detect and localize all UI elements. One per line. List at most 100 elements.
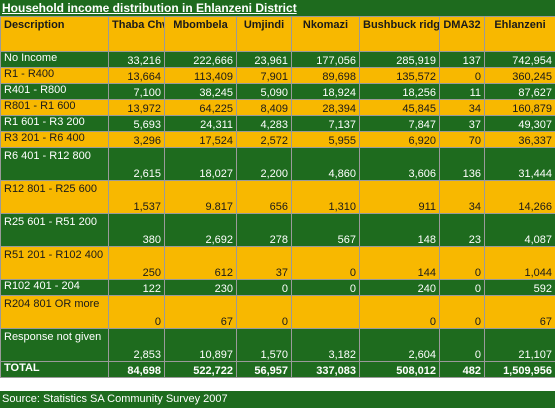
total-value: 1,509,956 (484, 361, 555, 378)
cell-value: 2,692 (164, 213, 237, 247)
cell-value: 4,087 (484, 213, 555, 247)
cell-value: 18,027 (164, 147, 237, 181)
cell-value: 4,860 (291, 147, 360, 181)
cell-value: 7,901 (236, 67, 292, 84)
cell-value: 34 (439, 99, 485, 116)
cell-value: 0 (359, 295, 440, 329)
total-row: TOTAL 84,698 522,722 56,957 337,083 508,012 48… (0, 361, 555, 378)
cell-value: 38,245 (164, 83, 237, 100)
cell-value: 160,879 (484, 99, 555, 116)
cell-value: 1,044 (484, 246, 555, 280)
header-description: Description (0, 16, 109, 52)
table-row: R12 801 - R25 600 1,537 9.817 656 1,310 911 34… (0, 180, 555, 214)
cell-value: 122 (108, 279, 165, 296)
cell-value: 285,919 (359, 51, 440, 68)
cell-value: 0 (439, 67, 485, 84)
total-value: 337,083 (291, 361, 360, 378)
header-bushbuck-ridge: Bushbuck ridge (359, 16, 440, 52)
cell-value: 70 (439, 131, 485, 148)
cell-value: 64,225 (164, 99, 237, 116)
cell-value: 13,664 (108, 67, 165, 84)
table-row: R25 601 - R51 200 380 2,692 278 567 148 23 4,08… (0, 213, 555, 247)
cell-value: 1,310 (291, 180, 360, 214)
table-row: R401 - R800 7,100 38,245 5,090 18,924 18,256 1… (0, 83, 555, 100)
row-label: R801 - R1 600 (0, 99, 109, 116)
cell-value: 24,311 (164, 115, 237, 132)
cell-value: 36,337 (484, 131, 555, 148)
cell-value: 3,182 (291, 328, 360, 362)
table-row: R51 201 - R102 400 250 612 37 0 144 0 1,044 (0, 246, 555, 280)
cell-value: 1,537 (108, 180, 165, 214)
total-label: TOTAL (0, 361, 109, 378)
header-ehlanzeni: Ehlanzeni (484, 16, 555, 52)
cell-value: 911 (359, 180, 440, 214)
cell-value: 3,296 (108, 131, 165, 148)
cell-value: 612 (164, 246, 237, 280)
cell-value (291, 295, 360, 329)
cell-value: 240 (359, 279, 440, 296)
cell-value: 230 (164, 279, 237, 296)
total-value: 56,957 (236, 361, 292, 378)
cell-value: 360,245 (484, 67, 555, 84)
cell-value: 7,847 (359, 115, 440, 132)
income-table: Description Thaba Chweu Mbombela Umjindi… (0, 16, 555, 378)
cell-value: 0 (439, 295, 485, 329)
header-row: Description Thaba Chweu Mbombela Umjindi… (0, 16, 555, 52)
cell-value: 34 (439, 180, 485, 214)
cell-value: 2,572 (236, 131, 292, 148)
table-row: R6 401 - R12 800 2,615 18,027 2,200 4,860 3,6… (0, 147, 555, 181)
table-title: Household income distribution in Ehlanze… (0, 0, 555, 16)
cell-value: 6,920 (359, 131, 440, 148)
cell-value: 33,216 (108, 51, 165, 68)
total-value: 482 (439, 361, 485, 378)
cell-value: 37 (236, 246, 292, 280)
cell-value: 0 (439, 328, 485, 362)
cell-value: 742,954 (484, 51, 555, 68)
cell-value: 0 (439, 279, 485, 296)
cell-value: 1,570 (236, 328, 292, 362)
cell-value: 250 (108, 246, 165, 280)
row-label: R102 401 - 204 (0, 279, 109, 296)
cell-value: 9.817 (164, 180, 237, 214)
cell-value: 10,897 (164, 328, 237, 362)
cell-value: 2,604 (359, 328, 440, 362)
cell-value: 567 (291, 213, 360, 247)
row-label: R1 - R400 (0, 67, 109, 84)
cell-value: 45,845 (359, 99, 440, 116)
cell-value: 37 (439, 115, 485, 132)
cell-value: 0 (291, 246, 360, 280)
cell-value: 8,409 (236, 99, 292, 116)
header-mbombela: Mbombela (164, 16, 237, 52)
cell-value: 5,955 (291, 131, 360, 148)
source-note: Source: Statistics SA Community Survey 2… (0, 391, 555, 408)
total-value: 522,722 (164, 361, 237, 378)
table-row: R204 801 OR more 0 67 0 0 0 67 (0, 295, 555, 329)
cell-value: 148 (359, 213, 440, 247)
row-label: R1 601 - R3 200 (0, 115, 109, 132)
cell-value: 592 (484, 279, 555, 296)
cell-value: 2,615 (108, 147, 165, 181)
cell-value: 380 (108, 213, 165, 247)
cell-value: 0 (108, 295, 165, 329)
cell-value: 11 (439, 83, 485, 100)
header-dma32: DMA32 (439, 16, 485, 52)
cell-value: 4,283 (236, 115, 292, 132)
table-row: No Income 33,216 222,666 23,961 177,056 285,9… (0, 51, 555, 68)
cell-value: 177,056 (291, 51, 360, 68)
cell-value: 7,137 (291, 115, 360, 132)
row-label: No Income (0, 51, 109, 68)
row-label: R12 801 - R25 600 (0, 180, 109, 214)
cell-value: 137 (439, 51, 485, 68)
cell-value: 136 (439, 147, 485, 181)
cell-value: 656 (236, 180, 292, 214)
row-label: Response not given (0, 328, 109, 362)
cell-value: 0 (291, 279, 360, 296)
cell-value: 67 (164, 295, 237, 329)
cell-value: 0 (236, 295, 292, 329)
cell-value: 23,961 (236, 51, 292, 68)
table-row: R801 - R1 600 13,972 64,225 8,409 28,394 45,8… (0, 99, 555, 116)
cell-value: 2,200 (236, 147, 292, 181)
cell-value: 67 (484, 295, 555, 329)
cell-value: 49,307 (484, 115, 555, 132)
cell-value: 113,409 (164, 67, 237, 84)
